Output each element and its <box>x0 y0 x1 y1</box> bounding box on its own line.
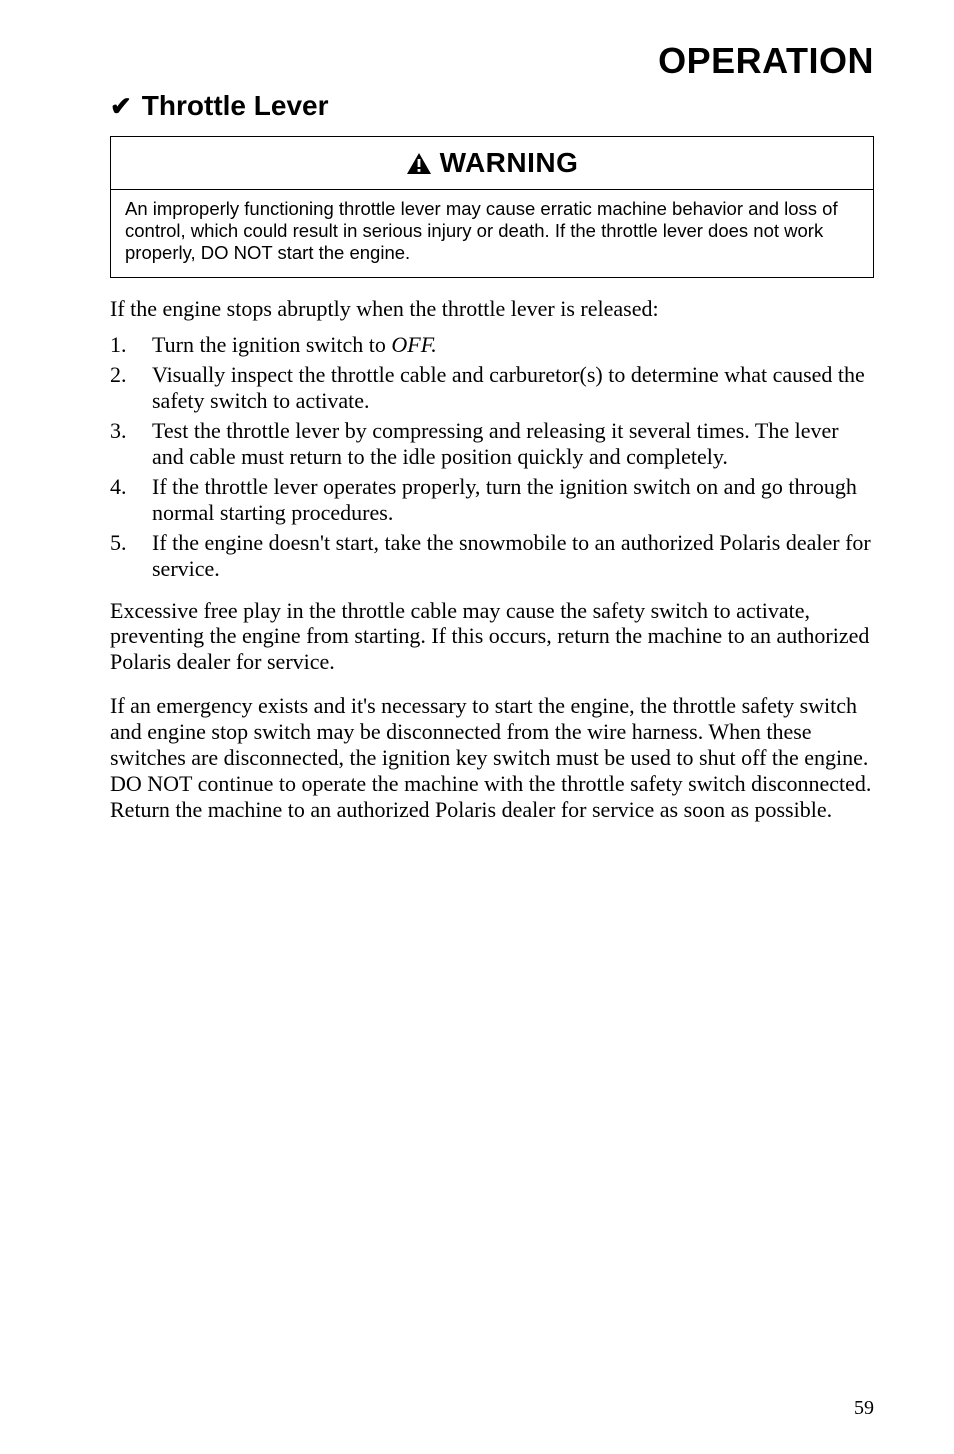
step-text-pre: Turn the ignition switch to <box>152 332 391 357</box>
section-heading-row: ✔ Throttle Lever <box>110 90 874 122</box>
step-text-pre: Test the throttle lever by compressing a… <box>152 418 839 469</box>
checkmark-icon: ✔ <box>110 93 132 119</box>
step-text-pre: If the throttle lever operates properly,… <box>152 474 857 525</box>
step-text-pre: If the engine doesn't start, take the sn… <box>152 530 871 581</box>
warning-header: WARNING <box>111 137 873 190</box>
list-item: If the engine doesn't start, take the sn… <box>110 530 874 582</box>
list-item: Turn the ignition switch to OFF. <box>110 332 874 358</box>
page-header-title: OPERATION <box>110 40 874 82</box>
list-item: Test the throttle lever by compressing a… <box>110 418 874 470</box>
warning-body-text: An improperly functioning throttle lever… <box>111 190 873 277</box>
step-text-pre: Visually inspect the throttle cable and … <box>152 362 865 413</box>
section-title: Throttle Lever <box>142 90 329 122</box>
paragraph-2: If an emergency exists and it's necessar… <box>110 693 874 823</box>
steps-list: Turn the ignition switch to OFF. Visuall… <box>110 332 874 582</box>
warning-box: WARNING An improperly functioning thrott… <box>110 136 874 278</box>
list-item: If the throttle lever operates properly,… <box>110 474 874 526</box>
intro-text: If the engine stops abruptly when the th… <box>110 296 874 322</box>
warning-triangle-icon <box>406 152 432 175</box>
warning-label: WARNING <box>440 147 579 179</box>
list-item: Visually inspect the throttle cable and … <box>110 362 874 414</box>
paragraph-1: Excessive free play in the throttle cabl… <box>110 598 874 676</box>
step-text-italic: OFF. <box>391 332 436 357</box>
page-number: 59 <box>854 1397 874 1420</box>
